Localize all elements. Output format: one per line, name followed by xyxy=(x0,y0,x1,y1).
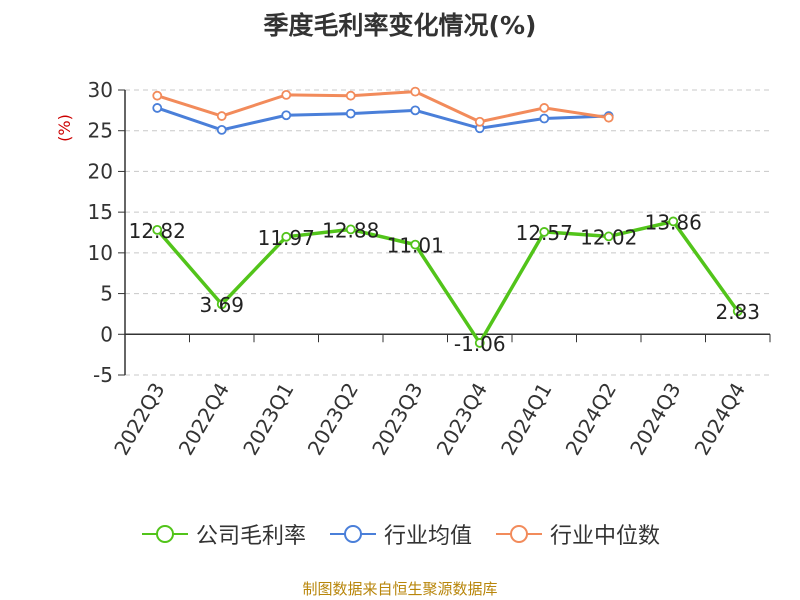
x-tick-label: 2023Q1 xyxy=(238,379,298,460)
data-point-2 xyxy=(345,90,356,101)
data-point-0 xyxy=(152,224,163,235)
data-point-1 xyxy=(345,108,356,119)
x-tick-label: 2023Q2 xyxy=(303,379,363,460)
x-tick-label: 2024Q3 xyxy=(625,379,685,460)
y-tick-label: -5 xyxy=(93,363,113,387)
data-point-2 xyxy=(539,103,550,113)
y-tick-label: 0 xyxy=(100,322,113,346)
data-point-0 xyxy=(216,299,227,310)
data-point-0 xyxy=(603,231,614,242)
data-point-2 xyxy=(603,112,614,123)
data-label: 11.97 xyxy=(258,226,315,250)
x-tick-label: 2022Q3 xyxy=(109,379,169,460)
data-label: 12.88 xyxy=(322,218,379,242)
data-label: 13.86 xyxy=(645,210,702,234)
data-point-0 xyxy=(732,306,743,317)
data-label: 12.82 xyxy=(129,219,186,243)
y-tick-label: 15 xyxy=(88,200,113,224)
data-point-1 xyxy=(539,113,550,124)
y-tick-label: 10 xyxy=(88,241,113,265)
x-tick-label: 2024Q2 xyxy=(561,379,621,460)
data-label: 3.69 xyxy=(199,293,244,317)
chart-title: 季度毛利率变化情况(%) xyxy=(263,11,537,40)
data-label: 12.02 xyxy=(580,225,637,249)
data-point-2 xyxy=(410,86,421,97)
data-point-0 xyxy=(539,227,550,237)
data-label: 11.01 xyxy=(387,234,444,258)
x-tick-label: 2023Q3 xyxy=(367,379,427,460)
legend-item-industry-avg[interactable]: 行业均值 xyxy=(328,518,472,550)
data-label: -1.06 xyxy=(454,332,506,356)
data-point-1 xyxy=(281,110,292,121)
x-tick-label: 2024Q1 xyxy=(496,379,556,460)
legend-item-company[interactable]: 公司毛利率 xyxy=(140,518,306,550)
x-tick-label: 2023Q4 xyxy=(432,379,492,460)
legend-label-company: 公司毛利率 xyxy=(195,524,306,549)
source-note: 制图数据来自恒生聚源数据库 xyxy=(302,580,498,598)
data-point-0 xyxy=(410,239,421,250)
data-point-2 xyxy=(152,90,163,101)
data-point-0 xyxy=(345,224,356,235)
data-point-0 xyxy=(668,216,679,227)
data-label: 12.57 xyxy=(516,221,573,245)
y-tick-label: 20 xyxy=(88,159,113,183)
data-point-2 xyxy=(281,89,292,100)
y-tick-label: 30 xyxy=(88,78,113,102)
legend-marker-company xyxy=(141,525,188,543)
legend-label-industry-median: 行业中位数 xyxy=(550,524,661,549)
x-tick-label: 2022Q4 xyxy=(174,379,234,460)
x-tick-label: 2024Q4 xyxy=(690,379,750,460)
data-point-1 xyxy=(216,124,227,135)
legend-marker-industry-median xyxy=(496,525,542,543)
data-point-1 xyxy=(410,105,421,116)
series-line-0 xyxy=(155,219,740,345)
legend-item-industry-median[interactable]: 行业中位数 xyxy=(494,518,660,550)
y-axis-title: (%) xyxy=(55,114,74,142)
data-point-2 xyxy=(216,111,227,121)
legend-marker-industry-avg xyxy=(329,525,376,543)
y-tick-label: 25 xyxy=(88,119,113,143)
data-point-2 xyxy=(474,116,485,127)
series-line-2 xyxy=(156,90,609,124)
legend-label-industry-avg: 行业均值 xyxy=(383,524,472,549)
y-tick-label: 5 xyxy=(100,282,113,306)
series-line-1 xyxy=(156,106,609,132)
data-label: 2.83 xyxy=(715,300,760,324)
data-point-0 xyxy=(474,338,485,348)
data-point-0 xyxy=(281,231,292,242)
data-point-1 xyxy=(152,103,163,113)
legend: 公司毛利率 行业均值 行业中位数 xyxy=(0,518,800,550)
